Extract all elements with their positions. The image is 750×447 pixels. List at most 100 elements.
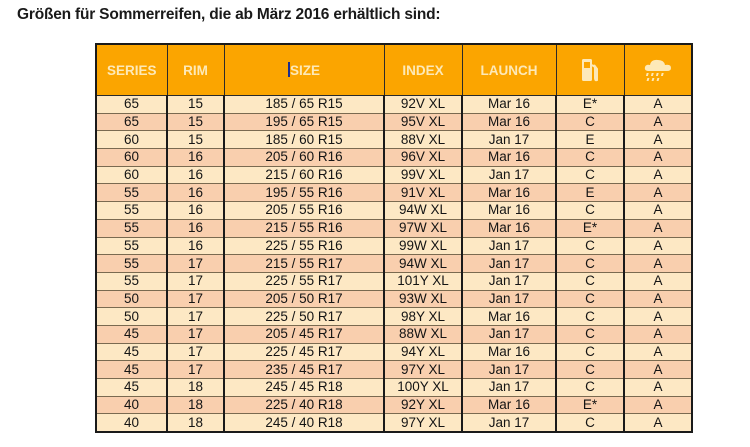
cell-wet: A xyxy=(623,413,693,433)
cell-size: 245 / 40 R18 xyxy=(223,413,385,433)
cell-size: 205 / 50 R17 xyxy=(223,289,385,308)
cell-series: 45 xyxy=(95,360,168,379)
cell-rim: 17 xyxy=(166,307,225,326)
cell-rim: 17 xyxy=(166,342,225,361)
cell-launch: Mar 16 xyxy=(461,395,557,414)
cell-series: 55 xyxy=(95,218,168,237)
table-row: 40 18 225 / 40 R18 92Y XL Mar 16 E* A xyxy=(95,395,693,414)
table-header-row: SERIES RIM SIZE INDEX LAUNCH xyxy=(95,43,693,96)
cell-wet: A xyxy=(623,360,693,379)
cell-index: 94W XL xyxy=(383,254,463,273)
table-row: 65 15 185 / 65 R15 92V XL Mar 16 E* A xyxy=(95,95,693,114)
cell-launch: Jan 17 xyxy=(461,289,557,308)
cell-size: 205 / 60 R16 xyxy=(223,148,385,167)
cell-size: 225 / 45 R17 xyxy=(223,342,385,361)
table-row: 50 17 205 / 50 R17 93W XL Jan 17 C A xyxy=(95,289,693,308)
cell-series: 45 xyxy=(95,324,168,344)
cell-index: 91V XL xyxy=(383,183,463,202)
cell-wet: A xyxy=(623,201,693,220)
cell-index: 99V XL xyxy=(383,165,463,184)
cell-fuel: E xyxy=(555,130,625,149)
header-rim: RIM xyxy=(166,43,225,96)
cell-launch: Jan 17 xyxy=(461,413,557,433)
cell-rim: 18 xyxy=(166,378,225,397)
cell-size: 225 / 55 R16 xyxy=(223,236,385,255)
cell-index: 98Y XL xyxy=(383,307,463,326)
header-wet-grip xyxy=(623,43,693,96)
cell-launch: Mar 16 xyxy=(461,95,557,114)
cell-series: 55 xyxy=(95,183,168,202)
cell-wet: A xyxy=(623,148,693,167)
cell-index: 100Y XL xyxy=(383,378,463,397)
table-row: 45 18 245 / 45 R18 100Y XL Jan 17 C A xyxy=(95,378,693,397)
cell-index: 95V XL xyxy=(383,112,463,131)
table-row: 65 15 195 / 65 R15 95V XL Mar 16 C A xyxy=(95,112,693,131)
table-row: 45 17 235 / 45 R17 97Y XL Jan 17 C A xyxy=(95,360,693,379)
cell-series: 45 xyxy=(95,342,168,361)
cell-wet: A xyxy=(623,183,693,202)
table-row: 60 15 185 / 60 R15 88V XL Jan 17 E A xyxy=(95,130,693,149)
cell-size: 225 / 55 R17 xyxy=(223,271,385,291)
table-row: 55 16 205 / 55 R16 94W XL Mar 16 C A xyxy=(95,201,693,220)
cell-wet: A xyxy=(623,324,693,344)
table-row: 60 16 205 / 60 R16 96V XL Mar 16 C A xyxy=(95,148,693,167)
cell-rim: 17 xyxy=(166,360,225,379)
cell-index: 92Y XL xyxy=(383,395,463,414)
cell-index: 88W XL xyxy=(383,324,463,344)
page-heading: Größen für Sommerreifen, die ab März 201… xyxy=(17,6,441,23)
cell-wet: A xyxy=(623,289,693,308)
cell-launch: Jan 17 xyxy=(461,130,557,149)
cell-wet: A xyxy=(623,95,693,114)
cell-fuel: C xyxy=(555,271,625,291)
cell-rim: 16 xyxy=(166,148,225,167)
cell-fuel: C xyxy=(555,324,625,344)
cell-size: 215 / 60 R16 xyxy=(223,165,385,184)
cell-series: 55 xyxy=(95,254,168,273)
cell-size: 185 / 65 R15 xyxy=(223,95,385,114)
cell-wet: A xyxy=(623,307,693,326)
cell-size: 205 / 45 R17 xyxy=(223,324,385,344)
table-row: 55 17 225 / 55 R17 101Y XL Jan 17 C A xyxy=(95,271,693,291)
cell-rim: 16 xyxy=(166,218,225,237)
table-row: 60 16 215 / 60 R16 99V XL Jan 17 C A xyxy=(95,165,693,184)
cell-rim: 15 xyxy=(166,112,225,131)
cell-index: 96V XL xyxy=(383,148,463,167)
cell-fuel: C xyxy=(555,236,625,255)
cell-launch: Jan 17 xyxy=(461,165,557,184)
cell-launch: Mar 16 xyxy=(461,183,557,202)
cell-size: 235 / 45 R17 xyxy=(223,360,385,379)
cell-fuel: C xyxy=(555,342,625,361)
cell-series: 50 xyxy=(95,289,168,308)
rain-cloud-icon xyxy=(625,57,692,83)
cell-size: 195 / 65 R15 xyxy=(223,112,385,131)
cell-fuel: E* xyxy=(555,395,625,414)
cell-launch: Jan 17 xyxy=(461,324,557,344)
cell-wet: A xyxy=(623,395,693,414)
cell-wet: A xyxy=(623,218,693,237)
cell-fuel: C xyxy=(555,378,625,397)
cell-rim: 17 xyxy=(166,254,225,273)
table-row: 55 16 215 / 55 R16 97W XL Mar 16 E* A xyxy=(95,218,693,237)
cell-series: 40 xyxy=(95,395,168,414)
cell-index: 94Y XL xyxy=(383,342,463,361)
cell-index: 97Y XL xyxy=(383,360,463,379)
cell-series: 55 xyxy=(95,271,168,291)
cell-launch: Mar 16 xyxy=(461,218,557,237)
cell-index: 99W XL xyxy=(383,236,463,255)
cell-rim: 16 xyxy=(166,236,225,255)
cell-fuel: C xyxy=(555,165,625,184)
cell-launch: Mar 16 xyxy=(461,148,557,167)
cell-launch: Jan 17 xyxy=(461,378,557,397)
cell-fuel: E* xyxy=(555,218,625,237)
cell-index: 94W XL xyxy=(383,201,463,220)
cell-fuel: C xyxy=(555,148,625,167)
cell-wet: A xyxy=(623,342,693,361)
cell-wet: A xyxy=(623,271,693,291)
cell-fuel: C xyxy=(555,413,625,433)
cell-size: 245 / 45 R18 xyxy=(223,378,385,397)
cell-launch: Mar 16 xyxy=(461,201,557,220)
cell-rim: 15 xyxy=(166,130,225,149)
cell-fuel: C xyxy=(555,360,625,379)
cell-series: 65 xyxy=(95,112,168,131)
cell-launch: Mar 16 xyxy=(461,112,557,131)
